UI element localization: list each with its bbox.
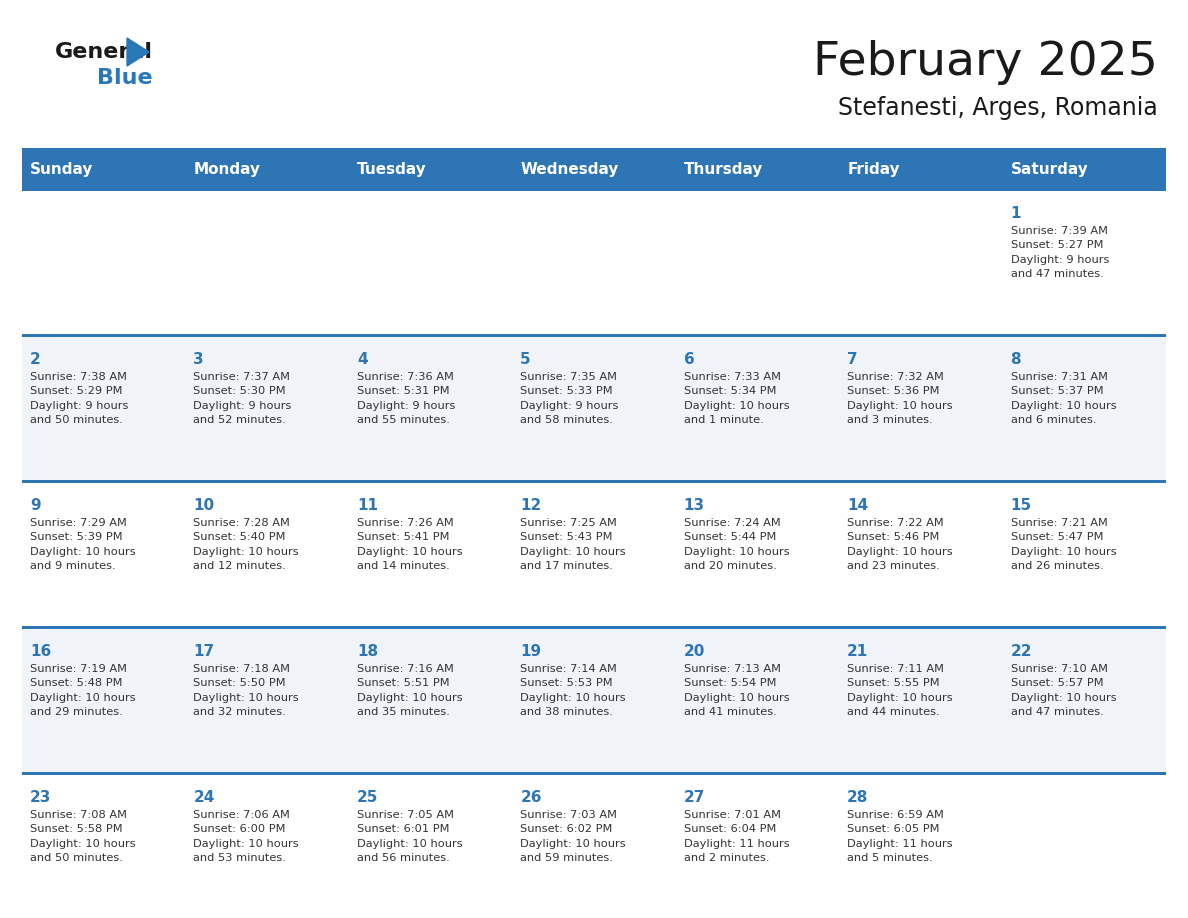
Text: Sunrise: 7:05 AM
Sunset: 6:01 PM
Daylight: 10 hours
and 56 minutes.: Sunrise: 7:05 AM Sunset: 6:01 PM Dayligh…	[356, 810, 462, 863]
Bar	[23, 188, 1165, 334]
Polygon shape	[127, 38, 148, 66]
Bar	[23, 626, 1165, 772]
Bar	[23, 150, 1165, 188]
Text: Sunday: Sunday	[30, 162, 94, 176]
Text: 3: 3	[194, 352, 204, 367]
Bar	[23, 188, 1165, 191]
Bar	[23, 334, 1165, 337]
Text: Saturday: Saturday	[1011, 162, 1088, 176]
Text: 7: 7	[847, 352, 858, 367]
Text: 27: 27	[684, 790, 706, 805]
Text: 26: 26	[520, 790, 542, 805]
Text: Sunrise: 7:33 AM
Sunset: 5:34 PM
Daylight: 10 hours
and 1 minute.: Sunrise: 7:33 AM Sunset: 5:34 PM Dayligh…	[684, 372, 789, 425]
Text: Sunrise: 7:22 AM
Sunset: 5:46 PM
Daylight: 10 hours
and 23 minutes.: Sunrise: 7:22 AM Sunset: 5:46 PM Dayligh…	[847, 518, 953, 571]
Text: Sunrise: 7:36 AM
Sunset: 5:31 PM
Daylight: 9 hours
and 55 minutes.: Sunrise: 7:36 AM Sunset: 5:31 PM Dayligh…	[356, 372, 455, 425]
Text: 11: 11	[356, 498, 378, 513]
Text: 6: 6	[684, 352, 695, 367]
Text: Sunrise: 7:29 AM
Sunset: 5:39 PM
Daylight: 10 hours
and 9 minutes.: Sunrise: 7:29 AM Sunset: 5:39 PM Dayligh…	[30, 518, 135, 571]
Text: Sunrise: 7:28 AM
Sunset: 5:40 PM
Daylight: 10 hours
and 12 minutes.: Sunrise: 7:28 AM Sunset: 5:40 PM Dayligh…	[194, 518, 299, 571]
Text: 10: 10	[194, 498, 215, 513]
Text: Thursday: Thursday	[684, 162, 763, 176]
Text: 20: 20	[684, 644, 706, 659]
Text: Sunrise: 7:06 AM
Sunset: 6:00 PM
Daylight: 10 hours
and 53 minutes.: Sunrise: 7:06 AM Sunset: 6:00 PM Dayligh…	[194, 810, 299, 863]
Text: Monday: Monday	[194, 162, 260, 176]
Text: 9: 9	[30, 498, 40, 513]
Text: 13: 13	[684, 498, 704, 513]
Text: Sunrise: 7:16 AM
Sunset: 5:51 PM
Daylight: 10 hours
and 35 minutes.: Sunrise: 7:16 AM Sunset: 5:51 PM Dayligh…	[356, 664, 462, 717]
Text: 18: 18	[356, 644, 378, 659]
Text: Sunrise: 6:59 AM
Sunset: 6:05 PM
Daylight: 11 hours
and 5 minutes.: Sunrise: 6:59 AM Sunset: 6:05 PM Dayligh…	[847, 810, 953, 863]
Text: 17: 17	[194, 644, 215, 659]
Bar	[23, 480, 1165, 483]
Text: 25: 25	[356, 790, 378, 805]
Text: 5: 5	[520, 352, 531, 367]
Bar	[23, 626, 1165, 629]
Text: 2: 2	[30, 352, 40, 367]
Text: Sunrise: 7:37 AM
Sunset: 5:30 PM
Daylight: 9 hours
and 52 minutes.: Sunrise: 7:37 AM Sunset: 5:30 PM Dayligh…	[194, 372, 292, 425]
Bar	[23, 772, 1165, 775]
Text: Sunrise: 7:08 AM
Sunset: 5:58 PM
Daylight: 10 hours
and 50 minutes.: Sunrise: 7:08 AM Sunset: 5:58 PM Dayligh…	[30, 810, 135, 863]
Text: 4: 4	[356, 352, 367, 367]
Text: 15: 15	[1011, 498, 1031, 513]
Text: 23: 23	[30, 790, 51, 805]
Text: Sunrise: 7:35 AM
Sunset: 5:33 PM
Daylight: 9 hours
and 58 minutes.: Sunrise: 7:35 AM Sunset: 5:33 PM Dayligh…	[520, 372, 619, 425]
Text: 19: 19	[520, 644, 542, 659]
Bar	[23, 480, 1165, 626]
Text: Wednesday: Wednesday	[520, 162, 619, 176]
Text: 1: 1	[1011, 206, 1020, 221]
Text: Tuesday: Tuesday	[356, 162, 426, 176]
Bar	[23, 772, 1165, 918]
Text: Stefanesti, Arges, Romania: Stefanesti, Arges, Romania	[839, 96, 1158, 120]
Text: Sunrise: 7:18 AM
Sunset: 5:50 PM
Daylight: 10 hours
and 32 minutes.: Sunrise: 7:18 AM Sunset: 5:50 PM Dayligh…	[194, 664, 299, 717]
Text: 24: 24	[194, 790, 215, 805]
Text: 16: 16	[30, 644, 51, 659]
Text: Sunrise: 7:24 AM
Sunset: 5:44 PM
Daylight: 10 hours
and 20 minutes.: Sunrise: 7:24 AM Sunset: 5:44 PM Dayligh…	[684, 518, 789, 571]
Text: 12: 12	[520, 498, 542, 513]
Text: Sunrise: 7:25 AM
Sunset: 5:43 PM
Daylight: 10 hours
and 17 minutes.: Sunrise: 7:25 AM Sunset: 5:43 PM Dayligh…	[520, 518, 626, 571]
Text: Blue: Blue	[97, 68, 152, 88]
Text: Sunrise: 7:26 AM
Sunset: 5:41 PM
Daylight: 10 hours
and 14 minutes.: Sunrise: 7:26 AM Sunset: 5:41 PM Dayligh…	[356, 518, 462, 571]
Text: 8: 8	[1011, 352, 1022, 367]
Text: Sunrise: 7:32 AM
Sunset: 5:36 PM
Daylight: 10 hours
and 3 minutes.: Sunrise: 7:32 AM Sunset: 5:36 PM Dayligh…	[847, 372, 953, 425]
Text: Sunrise: 7:11 AM
Sunset: 5:55 PM
Daylight: 10 hours
and 44 minutes.: Sunrise: 7:11 AM Sunset: 5:55 PM Dayligh…	[847, 664, 953, 717]
Bar	[23, 334, 1165, 480]
Text: 14: 14	[847, 498, 868, 513]
Bar	[23, 148, 1165, 153]
Text: 28: 28	[847, 790, 868, 805]
Text: Sunrise: 7:14 AM
Sunset: 5:53 PM
Daylight: 10 hours
and 38 minutes.: Sunrise: 7:14 AM Sunset: 5:53 PM Dayligh…	[520, 664, 626, 717]
Text: Sunrise: 7:10 AM
Sunset: 5:57 PM
Daylight: 10 hours
and 47 minutes.: Sunrise: 7:10 AM Sunset: 5:57 PM Dayligh…	[1011, 664, 1117, 717]
Text: Sunrise: 7:03 AM
Sunset: 6:02 PM
Daylight: 10 hours
and 59 minutes.: Sunrise: 7:03 AM Sunset: 6:02 PM Dayligh…	[520, 810, 626, 863]
Text: Sunrise: 7:21 AM
Sunset: 5:47 PM
Daylight: 10 hours
and 26 minutes.: Sunrise: 7:21 AM Sunset: 5:47 PM Dayligh…	[1011, 518, 1117, 571]
Text: February 2025: February 2025	[813, 39, 1158, 84]
Text: Sunrise: 7:13 AM
Sunset: 5:54 PM
Daylight: 10 hours
and 41 minutes.: Sunrise: 7:13 AM Sunset: 5:54 PM Dayligh…	[684, 664, 789, 717]
Text: Sunrise: 7:38 AM
Sunset: 5:29 PM
Daylight: 9 hours
and 50 minutes.: Sunrise: 7:38 AM Sunset: 5:29 PM Dayligh…	[30, 372, 128, 425]
Text: 21: 21	[847, 644, 868, 659]
Text: Friday: Friday	[847, 162, 899, 176]
Text: Sunrise: 7:19 AM
Sunset: 5:48 PM
Daylight: 10 hours
and 29 minutes.: Sunrise: 7:19 AM Sunset: 5:48 PM Dayligh…	[30, 664, 135, 717]
Text: 22: 22	[1011, 644, 1032, 659]
Text: General: General	[55, 42, 153, 62]
Text: Sunrise: 7:31 AM
Sunset: 5:37 PM
Daylight: 10 hours
and 6 minutes.: Sunrise: 7:31 AM Sunset: 5:37 PM Dayligh…	[1011, 372, 1117, 425]
Text: Sunrise: 7:39 AM
Sunset: 5:27 PM
Daylight: 9 hours
and 47 minutes.: Sunrise: 7:39 AM Sunset: 5:27 PM Dayligh…	[1011, 226, 1108, 279]
Text: Sunrise: 7:01 AM
Sunset: 6:04 PM
Daylight: 11 hours
and 2 minutes.: Sunrise: 7:01 AM Sunset: 6:04 PM Dayligh…	[684, 810, 789, 863]
